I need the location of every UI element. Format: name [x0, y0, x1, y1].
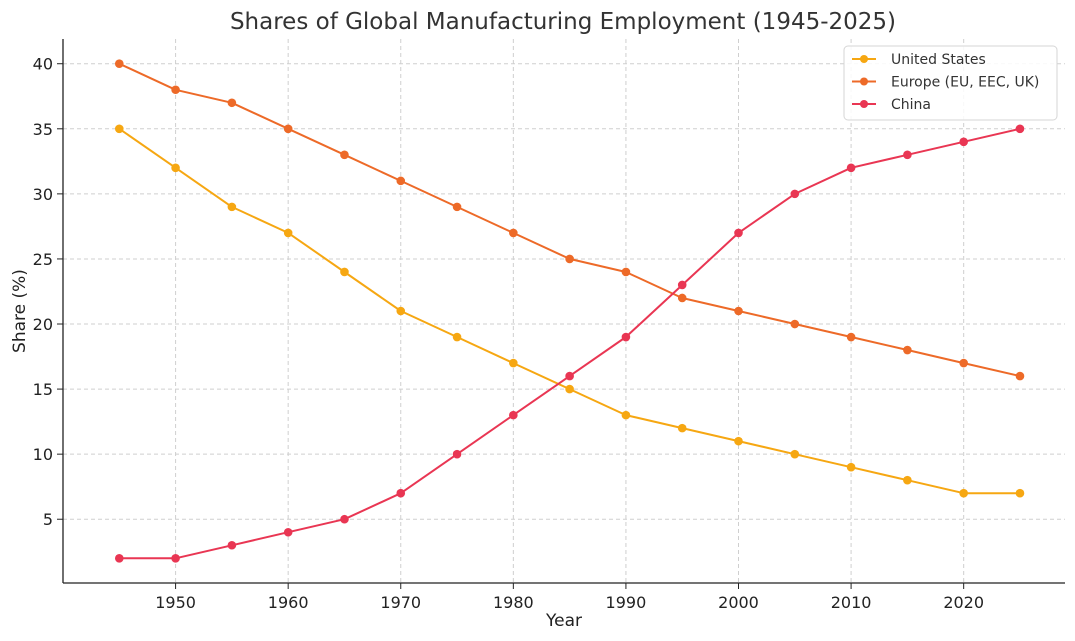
x-tick-label: 2010	[831, 593, 872, 612]
x-ticks: 1950 1960 1970 1980 1990 2000 2010 2020	[155, 583, 984, 612]
legend: United States Europe (EU, EEC, UK) China	[843, 45, 1058, 121]
data-point	[114, 553, 124, 563]
chart-title: Shares of Global Manufacturing Employmen…	[230, 9, 896, 35]
data-point	[903, 150, 912, 160]
data-point	[1015, 488, 1025, 498]
y-axis-label: Share (%)	[10, 269, 30, 353]
data-point	[621, 410, 631, 420]
legend-label: United States	[891, 52, 986, 68]
data-point	[227, 98, 237, 108]
data-point	[340, 514, 349, 524]
data-point	[171, 85, 180, 95]
data-point	[734, 306, 743, 316]
data-point	[340, 267, 349, 277]
data-point	[903, 345, 912, 355]
data-point	[396, 488, 406, 498]
data-point	[565, 254, 574, 264]
series-line	[119, 127, 1021, 560]
x-tick-label: 1960	[268, 593, 309, 612]
data-point	[1015, 124, 1025, 134]
data-point	[903, 475, 912, 485]
data-point	[509, 410, 518, 420]
x-tick-label: 1970	[380, 593, 421, 612]
data-point	[509, 228, 518, 238]
data-point	[677, 280, 687, 290]
data-point	[396, 306, 406, 316]
data-point	[734, 228, 743, 238]
x-axis-label: Year	[545, 611, 582, 631]
data-point	[959, 358, 968, 368]
data-point	[621, 332, 631, 342]
legend-label: Europe (EU, EEC, UK)	[891, 75, 1039, 91]
data-point	[283, 124, 293, 134]
x-tick-label: 1980	[493, 593, 534, 612]
data-point	[452, 332, 462, 342]
series-group	[114, 124, 1025, 563]
x-tick-label: 1990	[606, 593, 647, 612]
legend-swatch-marker	[860, 55, 868, 63]
y-tick-label: 5	[43, 510, 53, 529]
series-group	[114, 124, 1025, 498]
legend-swatch-marker	[860, 77, 868, 86]
data-point	[227, 540, 237, 550]
data-point	[396, 176, 406, 186]
x-tick-label: 2020	[943, 593, 984, 612]
grid	[63, 39, 1065, 583]
series-line	[118, 127, 1020, 495]
data-point	[677, 423, 687, 433]
y-tick-label: 40	[33, 55, 53, 74]
series-group	[114, 59, 1025, 381]
series	[114, 59, 1025, 563]
y-tick-label: 10	[33, 445, 53, 464]
y-tick-label: 30	[33, 185, 53, 204]
legend-frame	[843, 45, 1058, 121]
axes	[62, 39, 1065, 584]
data-point	[621, 267, 631, 277]
data-point	[283, 527, 293, 537]
data-point	[959, 137, 968, 147]
data-point	[565, 371, 574, 381]
data-point	[452, 449, 462, 459]
data-point	[283, 228, 293, 238]
y-ticks: 5 10 15 20 25 30 35 40	[33, 55, 63, 529]
data-point	[565, 384, 574, 394]
data-point	[846, 462, 856, 472]
data-point	[677, 293, 687, 303]
data-point	[1015, 371, 1025, 381]
data-point	[959, 488, 968, 498]
legend-swatch-marker	[860, 100, 868, 108]
legend-label: China	[891, 97, 931, 113]
data-point	[734, 436, 743, 446]
data-point	[846, 163, 856, 173]
data-point	[452, 202, 462, 212]
y-tick-label: 35	[33, 120, 53, 139]
data-point	[790, 319, 800, 329]
y-tick-label: 25	[33, 250, 53, 269]
data-point	[171, 163, 180, 173]
data-point	[790, 189, 800, 199]
data-point	[227, 202, 237, 212]
data-point	[171, 553, 180, 563]
y-tick-label: 20	[33, 315, 53, 334]
x-tick-label: 1950	[155, 593, 196, 612]
data-point	[114, 124, 124, 134]
data-point	[790, 449, 800, 459]
x-tick-label: 2000	[718, 593, 759, 612]
data-point	[509, 358, 518, 368]
data-point	[114, 59, 124, 69]
data-point	[340, 150, 349, 160]
y-tick-label: 15	[33, 380, 53, 399]
data-point	[846, 332, 856, 342]
